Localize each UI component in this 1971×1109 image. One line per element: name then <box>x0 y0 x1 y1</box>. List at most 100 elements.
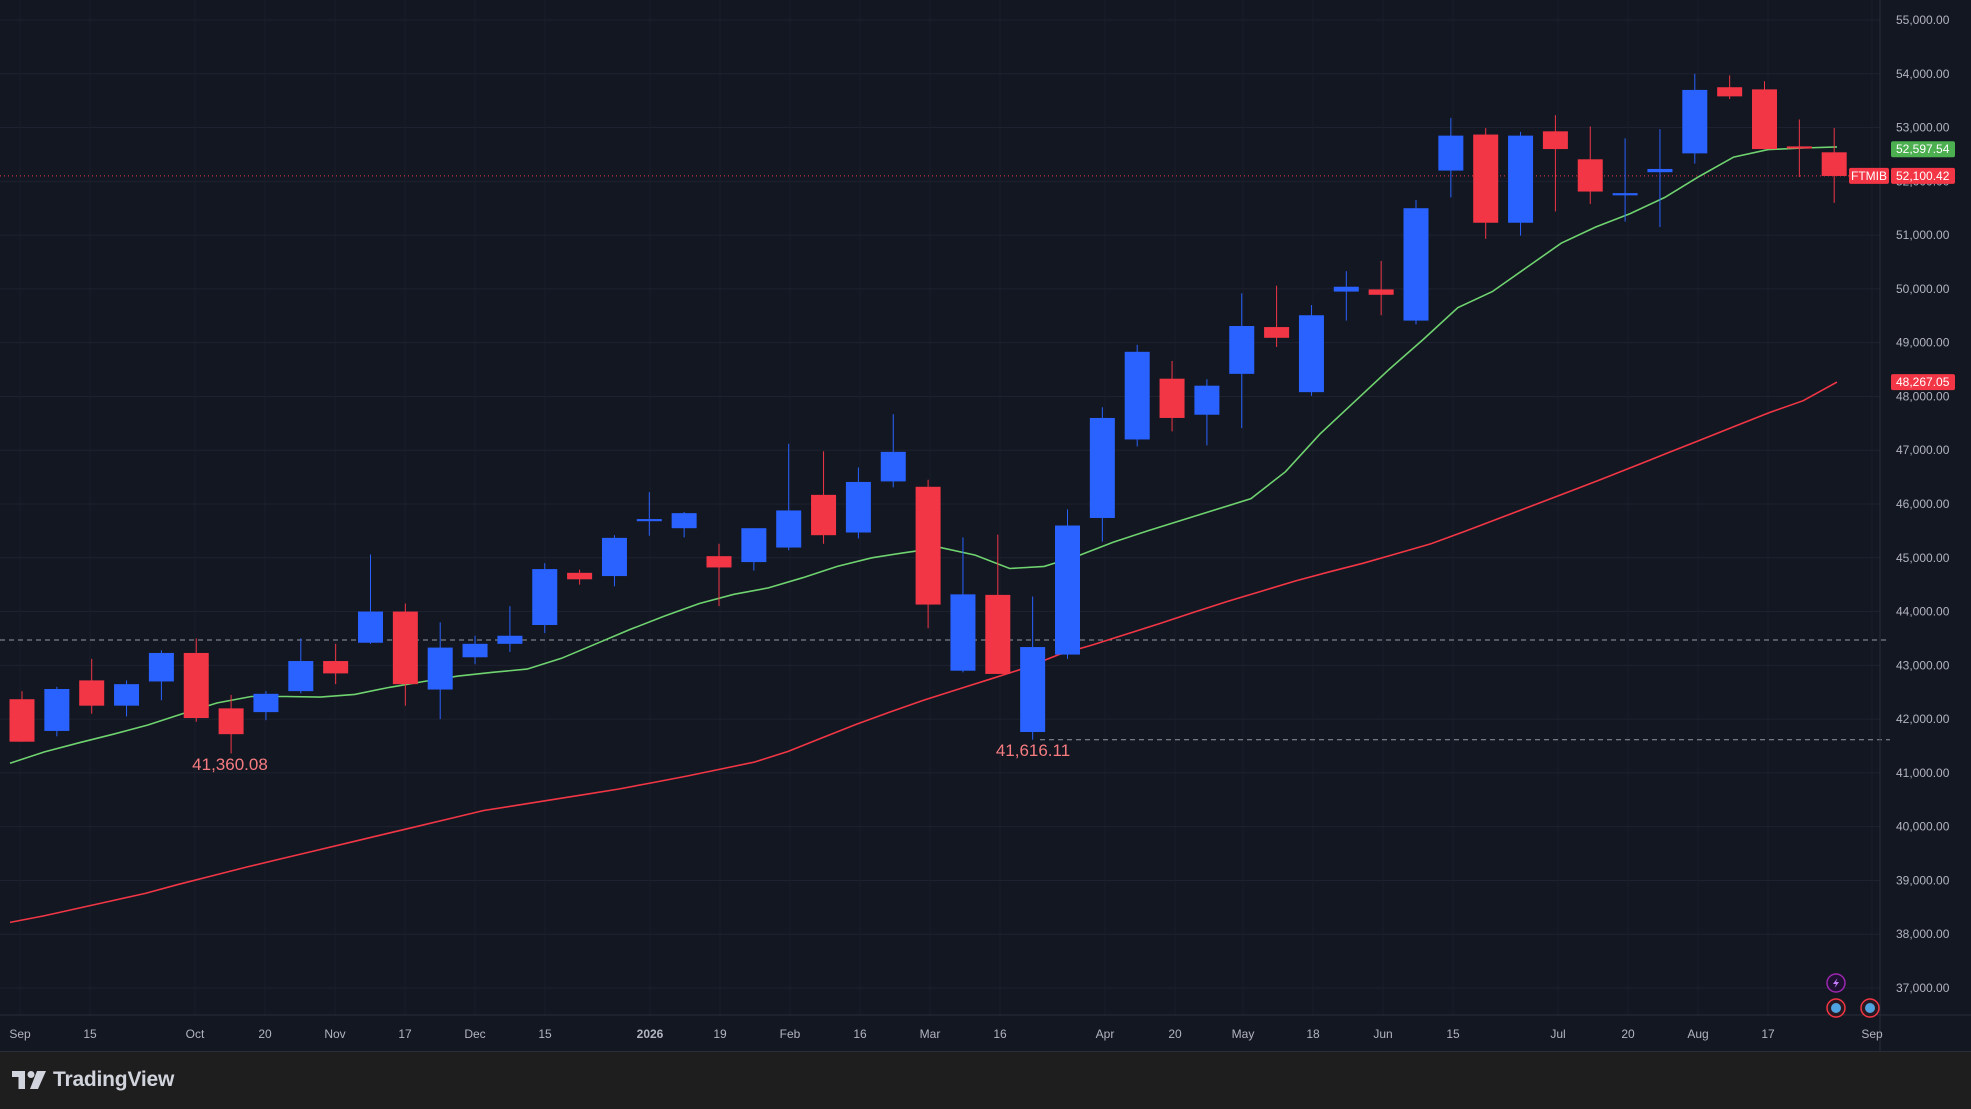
price-badge-label: 52,597.54 <box>1896 142 1950 156</box>
candle[interactable] <box>915 479 941 629</box>
candle-body <box>44 688 70 731</box>
candle[interactable] <box>1403 200 1429 325</box>
candle-body <box>1089 417 1115 518</box>
candle-body <box>880 451 906 482</box>
footer-bar: TradingView <box>0 1051 1971 1109</box>
x-tick-label: May <box>1232 1027 1255 1041</box>
candle[interactable] <box>1542 115 1568 212</box>
candle[interactable] <box>1438 117 1464 198</box>
candle[interactable] <box>1020 596 1046 740</box>
candle[interactable] <box>114 680 140 717</box>
x-tick-label: Sep <box>1861 1027 1883 1041</box>
candle[interactable] <box>497 606 523 652</box>
y-tick-label: 43,000.00 <box>1896 658 1950 672</box>
candle[interactable] <box>183 638 209 722</box>
candle[interactable] <box>1821 128 1847 203</box>
candle[interactable] <box>1647 129 1673 228</box>
candle[interactable] <box>567 569 593 585</box>
lightning-icon[interactable] <box>1826 973 1846 993</box>
moving-average-line[interactable] <box>9 381 1838 924</box>
candle-body <box>1508 135 1534 223</box>
candle[interactable] <box>1577 126 1603 204</box>
x-tick-label: 20 <box>1168 1027 1182 1041</box>
x-tick-label: 17 <box>1761 1027 1775 1041</box>
candle[interactable] <box>741 528 767 571</box>
candle[interactable] <box>44 686 70 737</box>
candle[interactable] <box>1229 293 1255 429</box>
candle-body <box>1612 193 1638 196</box>
candle[interactable] <box>1298 305 1324 396</box>
candle[interactable] <box>148 650 174 701</box>
x-tick-label: 15 <box>1446 1027 1460 1041</box>
candle[interactable] <box>601 535 627 587</box>
candle[interactable] <box>1612 138 1638 222</box>
candle-body <box>636 519 662 522</box>
price-badge[interactable]: 52,597.54 <box>1891 141 1955 158</box>
low-price-annotation: 41,616.11 <box>996 741 1070 760</box>
y-tick-label: 48,000.00 <box>1896 389 1950 403</box>
candle[interactable] <box>427 622 453 720</box>
candle[interactable] <box>1473 128 1499 239</box>
y-tick-label: 49,000.00 <box>1896 336 1950 350</box>
candle[interactable] <box>1368 260 1394 316</box>
candle[interactable] <box>1682 73 1708 164</box>
price-badge-label: 52,100.42 <box>1896 169 1950 183</box>
candle[interactable] <box>1194 379 1220 446</box>
candle[interactable] <box>253 691 279 721</box>
candle[interactable] <box>706 543 732 607</box>
y-tick-label: 47,000.00 <box>1896 443 1950 457</box>
x-tick-label: Dec <box>464 1027 485 1041</box>
candle-body <box>183 652 209 719</box>
candle[interactable] <box>323 643 349 685</box>
candle[interactable] <box>1717 75 1743 100</box>
candle[interactable] <box>1333 271 1359 321</box>
candle[interactable] <box>218 694 244 754</box>
candle[interactable] <box>985 534 1011 674</box>
x-tick-label: Oct <box>186 1027 205 1041</box>
candle[interactable] <box>288 638 314 694</box>
candle[interactable] <box>1159 360 1185 432</box>
candle[interactable] <box>1508 131 1534 236</box>
globe-icon[interactable] <box>1826 998 1846 1018</box>
candle[interactable] <box>1124 344 1150 447</box>
candle-body <box>1577 159 1603 192</box>
candle[interactable] <box>845 467 871 539</box>
candle-body <box>811 494 837 536</box>
candle[interactable] <box>79 658 105 714</box>
candle[interactable] <box>880 414 906 488</box>
candle[interactable] <box>532 563 558 634</box>
candle[interactable] <box>358 554 383 644</box>
candle-body <box>776 510 802 548</box>
candle[interactable] <box>9 691 35 742</box>
price-axis[interactable]: 55,000.0054,000.0053,000.0052,000.0051,0… <box>1896 13 1950 995</box>
candle-body <box>1194 385 1220 415</box>
y-tick-label: 44,000.00 <box>1896 605 1950 619</box>
candle-body <box>1542 131 1568 150</box>
candle[interactable] <box>462 635 488 665</box>
tradingview-logo[interactable]: TradingView <box>12 1068 174 1092</box>
globe-icon[interactable] <box>1860 998 1880 1018</box>
candle[interactable] <box>671 512 697 538</box>
candle[interactable] <box>1055 509 1080 659</box>
y-tick-label: 40,000.00 <box>1896 820 1950 834</box>
candle-body <box>323 661 349 674</box>
x-tick-label: 15 <box>538 1027 552 1041</box>
x-tick-label: 16 <box>993 1027 1007 1041</box>
candle[interactable] <box>636 492 662 536</box>
candle[interactable] <box>1264 285 1290 347</box>
candle[interactable] <box>811 451 837 544</box>
x-tick-label: Aug <box>1687 1027 1708 1041</box>
price-badge[interactable]: 48,267.05 <box>1891 374 1955 391</box>
candle[interactable] <box>1752 81 1777 150</box>
time-axis[interactable]: Sep 15 Oct 20 Nov 17 Dec 15 2026 19 Feb 16 Mar 16 Apr 2… <box>9 1027 1883 1041</box>
candle[interactable] <box>950 537 976 673</box>
price-badge[interactable]: 52,100.42 FTMIB <box>1849 167 1955 184</box>
candle-body <box>1020 647 1046 733</box>
candle[interactable] <box>1786 119 1812 178</box>
y-tick-label: 42,000.00 <box>1896 712 1950 726</box>
x-tick-label: 16 <box>853 1027 867 1041</box>
price-chart[interactable]: 41,360.08 41,616.11 55,000.00 54,000.00 53,… <box>0 0 1971 1051</box>
candle[interactable] <box>1089 407 1115 542</box>
candle[interactable] <box>392 603 418 706</box>
candle[interactable] <box>776 443 802 551</box>
